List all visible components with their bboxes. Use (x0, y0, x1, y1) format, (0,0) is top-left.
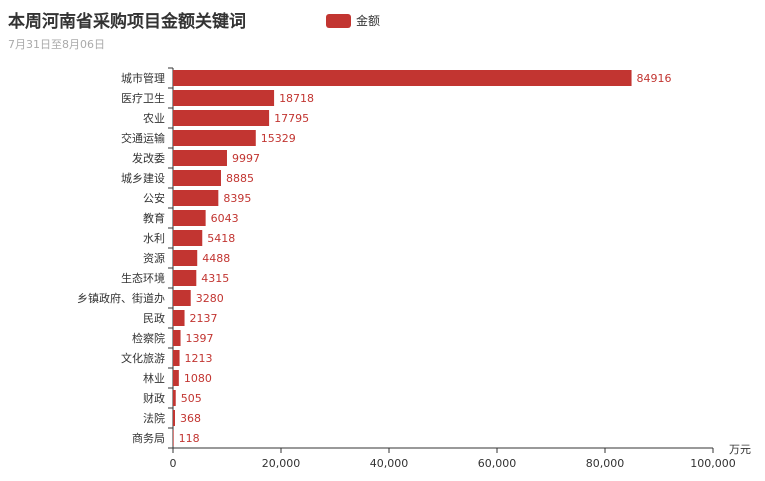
legend-item[interactable]: 金额 (326, 12, 380, 29)
x-tick-label: 100,000 (690, 457, 736, 470)
legend-swatch (326, 13, 351, 28)
category-label: 教育 (143, 211, 165, 225)
bar (173, 350, 180, 366)
data-label: 1397 (186, 332, 214, 345)
category-label: 商务局 (132, 431, 165, 445)
category-label: 交通运输 (121, 131, 165, 145)
bar (173, 270, 197, 286)
legend-label: 金额 (356, 14, 381, 28)
bar (173, 370, 179, 386)
category-label: 医疗卫生 (121, 91, 165, 105)
x-tick-label: 40,000 (370, 457, 409, 470)
data-label: 1213 (185, 352, 213, 365)
bar (173, 430, 174, 446)
category-label: 农业 (143, 111, 165, 125)
bar (173, 390, 176, 406)
data-label: 368 (180, 412, 201, 425)
data-label: 505 (181, 392, 202, 405)
chart-subtitle: 7月31日至8月06日 (8, 38, 105, 51)
x-axis-name: 万元 (729, 443, 751, 456)
category-label: 民政 (143, 311, 165, 325)
category-label: 检察院 (132, 331, 165, 345)
data-label: 4315 (201, 272, 229, 285)
data-label: 5418 (207, 232, 235, 245)
x-tick-label: 20,000 (262, 457, 301, 470)
category-label: 城乡建设 (121, 171, 165, 185)
bar (173, 150, 227, 166)
category-label: 发改委 (132, 151, 165, 165)
bar (173, 70, 632, 86)
bar (173, 110, 270, 126)
data-label: 1080 (184, 372, 212, 385)
data-label: 2137 (190, 312, 218, 325)
data-label: 118 (179, 432, 200, 445)
data-label: 4488 (202, 252, 230, 265)
bar (173, 330, 181, 346)
category-label: 文化旅游 (121, 351, 165, 365)
bar (173, 190, 219, 206)
bar (173, 90, 275, 106)
x-tick-label: 0 (170, 457, 177, 470)
category-label: 法院 (143, 411, 165, 425)
data-label: 18718 (279, 92, 314, 105)
bar (173, 310, 185, 326)
data-label: 84916 (637, 72, 672, 85)
bar (173, 250, 198, 266)
data-label: 17795 (274, 112, 309, 125)
data-label: 8885 (226, 172, 254, 185)
x-tick-label: 60,000 (478, 457, 517, 470)
bar (173, 170, 221, 186)
bar (173, 130, 256, 146)
data-label: 3280 (196, 292, 224, 305)
bar (173, 410, 175, 426)
category-label: 财政 (143, 391, 165, 405)
category-label: 乡镇政府、街道办 (77, 291, 165, 305)
category-label: 资源 (143, 251, 165, 265)
category-label: 公安 (143, 191, 165, 205)
category-label: 城市管理 (121, 71, 165, 85)
category-label: 水利 (143, 232, 165, 245)
data-label: 8395 (223, 192, 251, 205)
chart-title: 本周河南省采购项目金额关键词 (8, 12, 246, 32)
category-label: 林业 (143, 371, 165, 385)
data-label: 9997 (232, 152, 260, 165)
x-tick-label: 80,000 (586, 457, 625, 470)
data-label: 6043 (211, 212, 239, 225)
bar (173, 210, 206, 226)
category-label: 生态环境 (121, 271, 165, 285)
bar (173, 230, 203, 246)
bar (173, 290, 191, 306)
data-label: 15329 (261, 132, 296, 145)
